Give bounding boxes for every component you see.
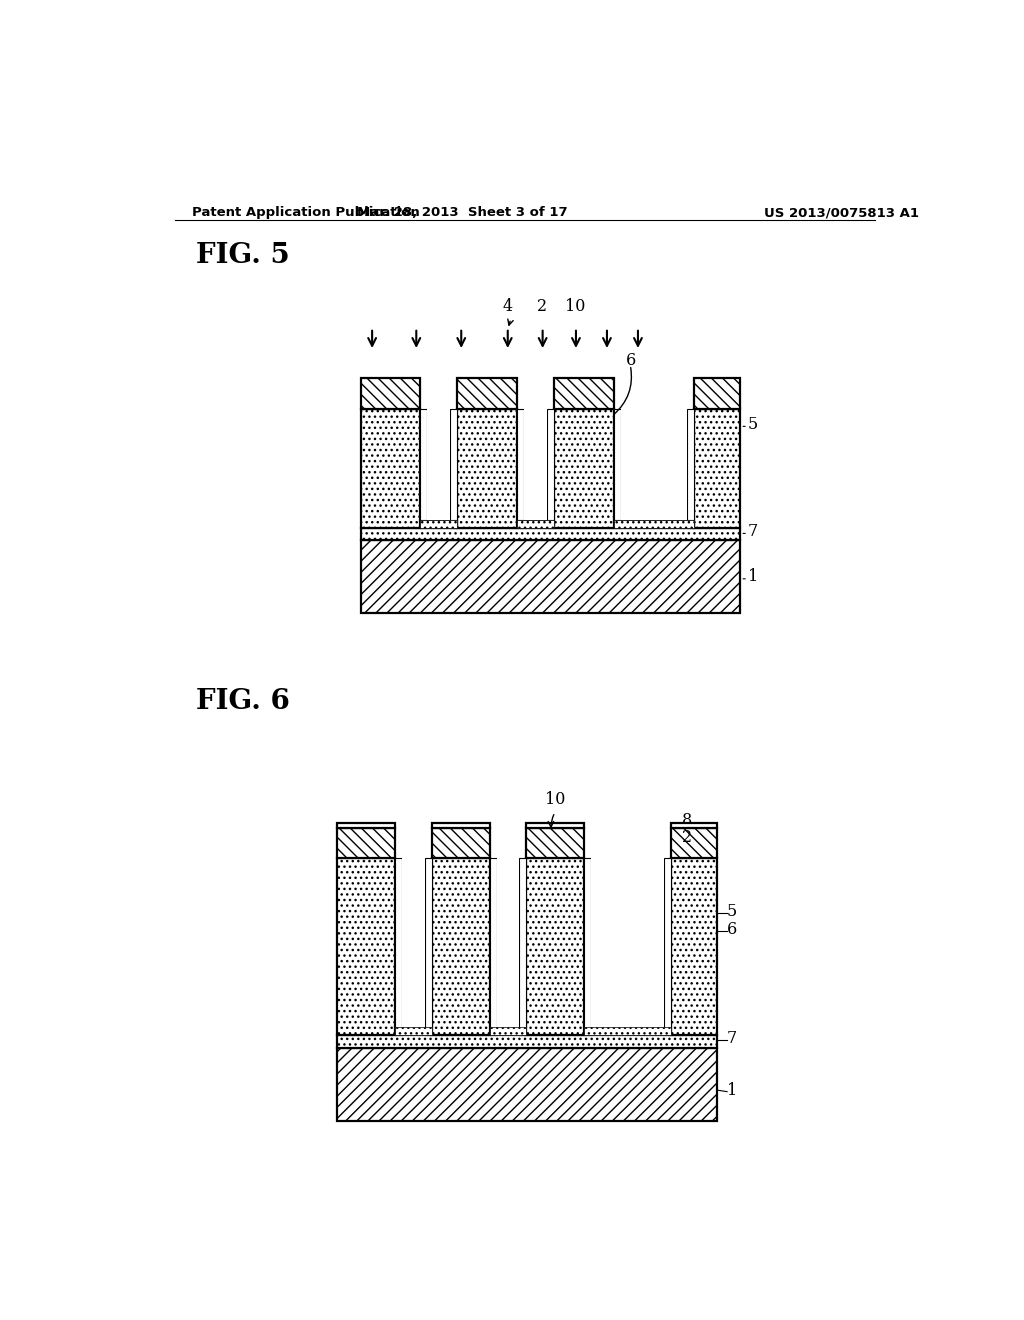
Bar [547, 409, 554, 528]
Text: Patent Application Publication: Patent Application Publication [191, 206, 419, 219]
Bar [337, 858, 395, 1035]
Bar [337, 822, 395, 829]
Bar [395, 858, 402, 1035]
Text: 5: 5 [748, 416, 758, 433]
Text: FIG. 6: FIG. 6 [197, 688, 290, 715]
Bar [497, 858, 519, 1027]
Bar [451, 409, 458, 528]
Bar [592, 858, 664, 1027]
Bar [693, 378, 740, 409]
Bar [420, 409, 427, 528]
Text: 6: 6 [627, 351, 637, 368]
Bar [360, 528, 740, 540]
Bar [360, 409, 420, 528]
Bar [671, 829, 717, 858]
Text: 8: 8 [682, 812, 692, 829]
Text: 1: 1 [748, 568, 758, 585]
Text: 6: 6 [727, 921, 737, 939]
Text: 1: 1 [727, 1081, 737, 1098]
Bar [687, 409, 693, 528]
Bar [420, 520, 458, 528]
Bar [517, 520, 554, 528]
Bar [614, 520, 693, 528]
Bar [517, 520, 554, 528]
Bar [420, 520, 458, 528]
Text: 10: 10 [545, 791, 565, 808]
Text: 7: 7 [727, 1030, 737, 1047]
Bar [402, 858, 425, 1027]
Text: Mar. 28, 2013  Sheet 3 of 17: Mar. 28, 2013 Sheet 3 of 17 [357, 206, 568, 219]
Bar [554, 378, 614, 409]
Bar [524, 409, 547, 520]
Bar [337, 1048, 717, 1121]
Bar [621, 409, 687, 520]
Bar [395, 1027, 432, 1035]
Bar [337, 1035, 717, 1048]
Bar [427, 409, 451, 520]
Bar [425, 858, 432, 1035]
Text: 7: 7 [748, 523, 758, 540]
Bar [337, 829, 395, 858]
Text: 2: 2 [682, 829, 692, 846]
Bar [489, 858, 497, 1035]
Text: 4: 4 [503, 298, 513, 315]
Bar [614, 409, 621, 528]
Bar [458, 378, 517, 409]
Text: 10: 10 [565, 298, 586, 315]
Bar [693, 409, 740, 528]
Bar [526, 858, 585, 1035]
Bar [526, 829, 585, 858]
Bar [489, 1027, 526, 1035]
Bar [585, 858, 592, 1035]
Bar [585, 1027, 671, 1035]
Bar [360, 378, 420, 409]
Bar [671, 822, 717, 829]
Bar [432, 829, 489, 858]
Bar [554, 409, 614, 528]
Bar [432, 822, 489, 829]
Bar [360, 540, 740, 612]
Bar [432, 858, 489, 1035]
Bar [526, 822, 585, 829]
Bar [458, 409, 517, 528]
Text: 2: 2 [537, 298, 547, 315]
Bar [519, 858, 526, 1035]
Bar [517, 409, 524, 528]
Bar [614, 520, 693, 528]
Text: 5: 5 [727, 903, 737, 920]
Bar [671, 858, 717, 1035]
Text: US 2013/0075813 A1: US 2013/0075813 A1 [764, 206, 919, 219]
Bar [664, 858, 671, 1035]
Text: FIG. 5: FIG. 5 [197, 242, 290, 268]
